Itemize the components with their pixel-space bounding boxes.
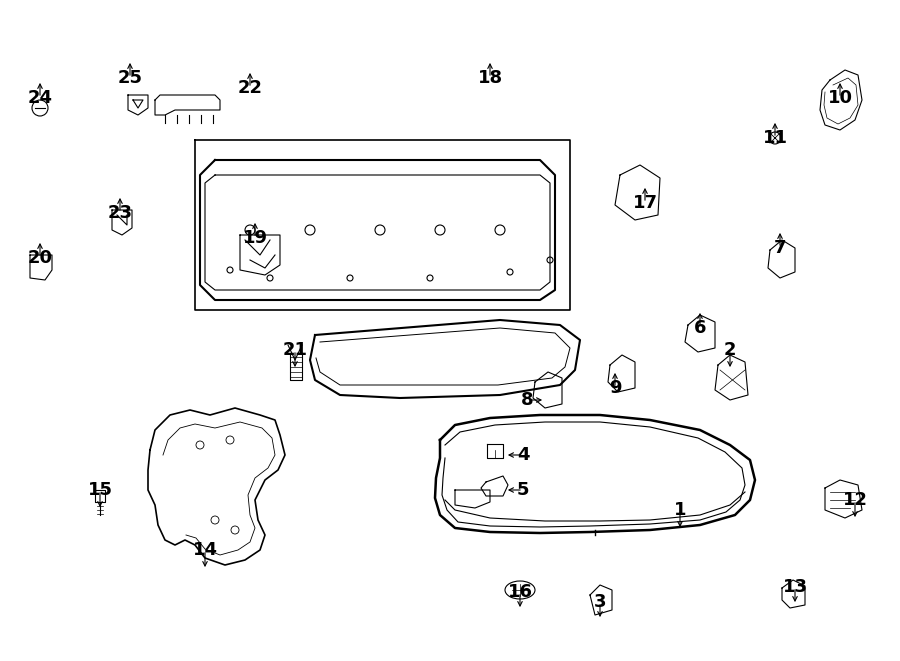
- Text: 8: 8: [521, 391, 534, 409]
- Text: 12: 12: [842, 491, 868, 509]
- Text: 22: 22: [238, 79, 263, 97]
- Text: 6: 6: [694, 319, 706, 337]
- Text: 2: 2: [724, 341, 736, 359]
- Text: 5: 5: [517, 481, 529, 499]
- Text: 11: 11: [762, 129, 788, 147]
- Text: 14: 14: [193, 541, 218, 559]
- Text: 23: 23: [107, 204, 132, 222]
- Text: 15: 15: [87, 481, 112, 499]
- Text: 19: 19: [242, 229, 267, 247]
- Text: 25: 25: [118, 69, 142, 87]
- Text: 18: 18: [477, 69, 502, 87]
- Text: 16: 16: [508, 583, 533, 601]
- Text: 20: 20: [28, 249, 52, 267]
- Text: 1: 1: [674, 501, 686, 519]
- Text: 21: 21: [283, 341, 308, 359]
- Text: 4: 4: [517, 446, 529, 464]
- Text: 10: 10: [827, 89, 852, 107]
- Text: 13: 13: [782, 578, 807, 596]
- Text: 9: 9: [608, 379, 621, 397]
- Text: 17: 17: [633, 194, 658, 212]
- Text: 7: 7: [774, 239, 787, 257]
- Text: 3: 3: [594, 593, 607, 611]
- Text: 24: 24: [28, 89, 52, 107]
